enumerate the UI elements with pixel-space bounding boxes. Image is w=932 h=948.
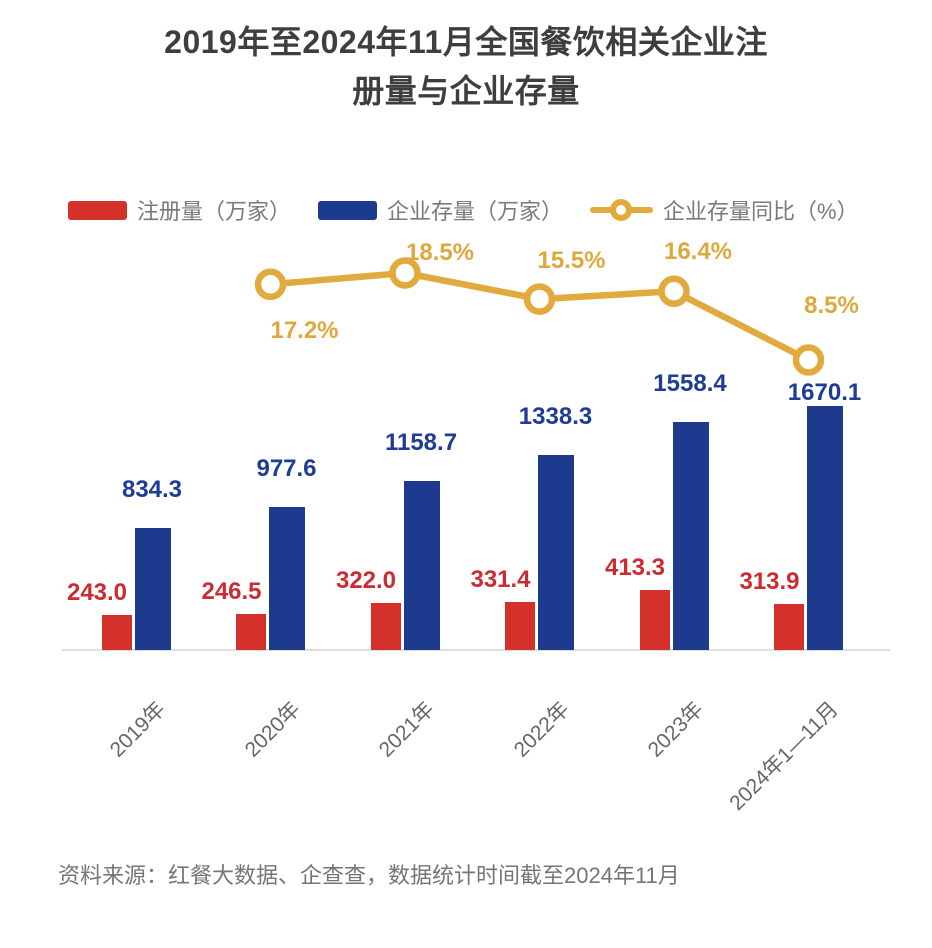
bar-stock-2023	[672, 422, 709, 650]
yoy-label-2020: 17.2%	[270, 317, 339, 345]
value-label-stock-2021: 1158.7	[384, 428, 458, 456]
legend-label-stock: 企业存量（万家）	[387, 199, 564, 224]
bar-stock-2021	[403, 480, 440, 650]
x-axis-label-2021: 2021年	[374, 697, 439, 762]
x-axis-label-2024: 2024年1—11月	[724, 697, 843, 816]
value-label-registrations-2022: 331.4	[470, 565, 531, 593]
bar-registrations-2020	[236, 614, 266, 650]
legend-item-registrations: 注册量（万家）	[68, 194, 291, 226]
bar-registrations-2021	[370, 602, 401, 650]
value-label-stock-2023: 1558.4	[653, 370, 727, 398]
x-axis-label-2022: 2022年	[509, 697, 574, 762]
stock-swatch-icon	[318, 200, 378, 220]
yoy-line-marker-icon	[590, 199, 654, 221]
x-axis-label-2019: 2019年	[105, 697, 170, 762]
source-note: 资料来源：红餐大数据、企查查，数据统计时间截至2024年11月	[58, 863, 680, 888]
yoy-ring-icon	[610, 199, 633, 221]
bar-registrations-2024	[774, 604, 804, 650]
x-axis-label-2020: 2020年	[240, 697, 305, 762]
bar-stock-2020	[269, 507, 305, 650]
yoy-marker-2022	[523, 283, 556, 315]
registrations-swatch-icon	[68, 200, 127, 220]
page-title: 2019年至2024年11月全国餐饮相关企业注 册量与企业存量	[0, 18, 932, 116]
legend: 注册量（万家） 企业存量（万家） 企业存量同比（%）	[68, 194, 859, 226]
value-label-stock-2020: 977.6	[256, 455, 317, 483]
x-axis-label-2023: 2023年	[643, 697, 708, 762]
bar-registrations-2019	[101, 614, 132, 650]
value-label-registrations-2019: 243.0	[66, 578, 128, 606]
value-label-registrations-2023: 413.3	[604, 553, 666, 581]
value-label-stock-2024: 1670.1	[787, 379, 862, 407]
yoy-label-2023: 16.4%	[663, 238, 733, 266]
x-axis-line	[62, 649, 890, 651]
yoy-marker-2024	[792, 344, 825, 376]
yoy-label-2024: 8.5%	[804, 292, 859, 319]
legend-item-stock: 企业存量（万家）	[318, 194, 563, 226]
bar-registrations-2022	[505, 601, 535, 650]
legend-item-yoy: 企业存量同比（%）	[590, 194, 859, 226]
bar-stock-2022	[538, 454, 574, 650]
yoy-marker-2023	[658, 275, 690, 308]
value-label-stock-2019: 834.3	[121, 476, 183, 504]
value-label-registrations-2024: 313.9	[739, 568, 800, 596]
yoy-label-2021: 18.5%	[405, 239, 475, 266]
bar-stock-2019	[134, 528, 171, 650]
bar-stock-2024	[807, 406, 843, 650]
yoy-label-2022: 15.5%	[537, 247, 606, 275]
legend-label-yoy: 企业存量同比（%）	[663, 199, 859, 224]
page-title-line-2: 册量与企业存量	[352, 73, 580, 109]
value-label-stock-2022: 1338.3	[518, 402, 593, 430]
value-label-registrations-2021: 322.0	[335, 566, 397, 594]
value-label-registrations-2020: 246.5	[201, 578, 262, 605]
yoy-marker-2020	[254, 268, 287, 301]
legend-label-registrations: 注册量（万家）	[137, 199, 292, 224]
bar-registrations-2023	[639, 589, 670, 650]
page-title-line-1: 2019年至2024年11月全国餐饮相关企业注	[164, 24, 768, 60]
